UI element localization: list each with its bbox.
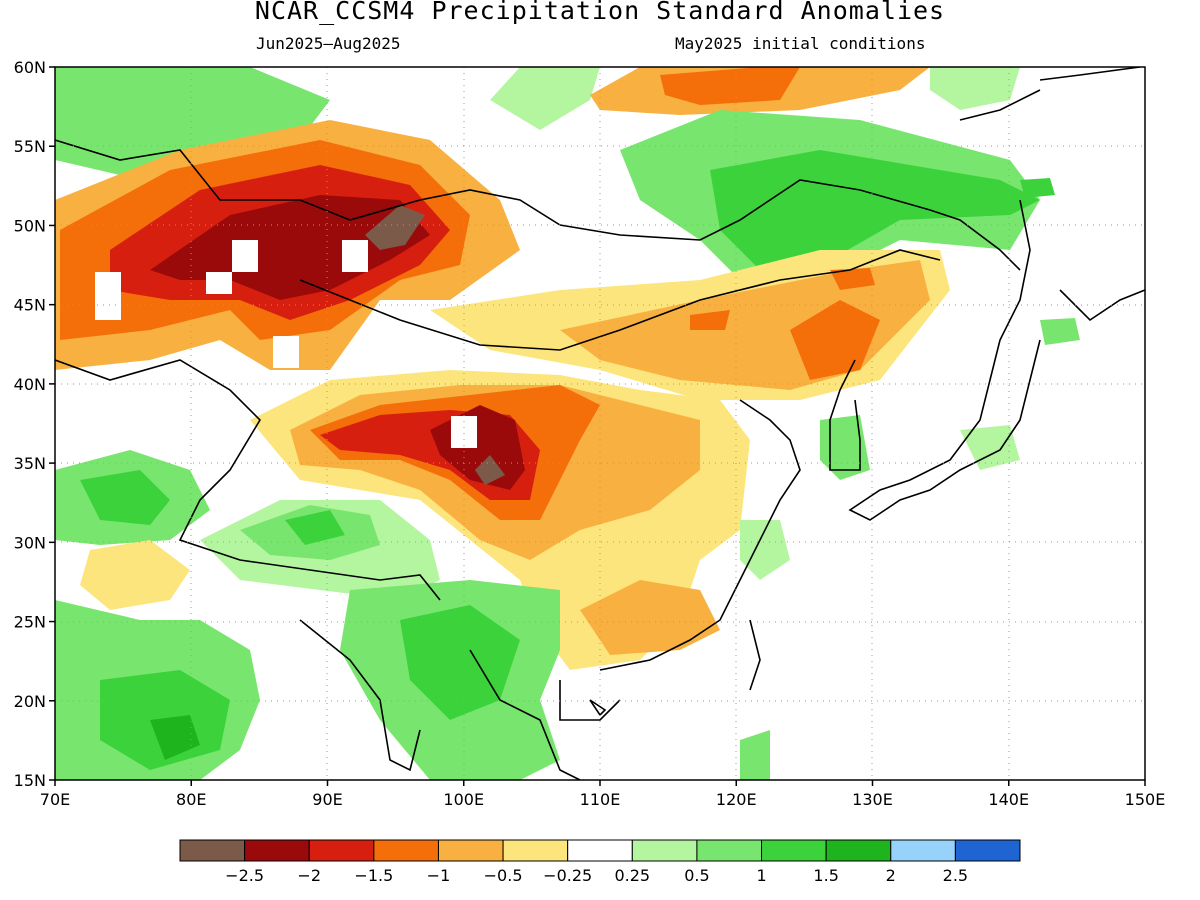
lon-label: 130E <box>852 790 893 809</box>
lat-label: 55N <box>14 137 46 156</box>
colorbar-label: −2 <box>297 866 321 885</box>
lat-label: 60N <box>14 58 46 77</box>
lon-label: 110E <box>580 790 621 809</box>
lat-label: 35N <box>14 454 46 473</box>
colorbar-label: −0.25 <box>543 866 592 885</box>
lat-label: 30N <box>14 533 46 552</box>
colorbar-label: 0.25 <box>614 866 650 885</box>
lat-label: 15N <box>14 771 46 790</box>
colorbar-swatch <box>502 839 569 862</box>
colorbar-swatch <box>890 839 956 862</box>
graticule <box>55 67 1145 780</box>
colorbar-swatch <box>954 839 1021 862</box>
colorbar-label: −0.5 <box>484 866 523 885</box>
lat-label: 25N <box>14 613 46 632</box>
map-title: NCAR_CCSM4 Precipitation Standard Anomal… <box>254 0 946 25</box>
lon-label: 150E <box>1125 790 1166 809</box>
lat-label: 20N <box>14 692 46 711</box>
lon-label: 140E <box>988 790 1029 809</box>
colorbar-swatch <box>437 839 504 862</box>
colorbar-swatch <box>761 839 827 862</box>
colorbar-label: −2.5 <box>225 866 264 885</box>
colorbar-label: 2 <box>886 866 896 885</box>
lon-label: 120E <box>716 790 757 809</box>
colorbar: −2.5 −2 −1.5 −1 −0.5 −0.25 0.25 0.5 1 1.5 2 2.5 <box>179 839 1021 885</box>
colorbar-swatch <box>373 839 439 862</box>
colorbar-swatch <box>244 839 310 862</box>
lat-label: 40N <box>14 375 46 394</box>
colorbar-label: 0.5 <box>684 866 709 885</box>
longitude-axis: 70E 80E 90E 100E 110E 120E 130E 140E 150E <box>40 780 1166 809</box>
colorbar-label: −1 <box>427 866 451 885</box>
colorbar-label: 1.5 <box>813 866 838 885</box>
lon-label: 70E <box>40 790 70 809</box>
lat-label: 50N <box>14 216 46 235</box>
colorbar-swatch <box>567 839 633 862</box>
colorbar-swatch <box>179 839 246 862</box>
lon-label: 90E <box>312 790 342 809</box>
forecast-period: Jun2025–Aug2025 <box>256 34 401 53</box>
colorbar-label: −1.5 <box>354 866 393 885</box>
colorbar-swatch <box>631 839 698 862</box>
latitude-axis: 60N 55N 50N 45N 40N 35N 30N 25N 20N 15N <box>14 58 55 790</box>
anomaly-field <box>55 67 1145 780</box>
lon-label: 80E <box>176 790 206 809</box>
colorbar-label: 1 <box>756 866 766 885</box>
lon-label: 100E <box>443 790 484 809</box>
colorbar-swatch <box>825 839 892 862</box>
colorbar-swatch <box>308 839 375 862</box>
initial-conditions: May2025 initial conditions <box>675 34 926 53</box>
colorbar-swatch <box>696 839 763 862</box>
lat-label: 45N <box>14 296 46 315</box>
colorbar-label: 2.5 <box>943 866 968 885</box>
